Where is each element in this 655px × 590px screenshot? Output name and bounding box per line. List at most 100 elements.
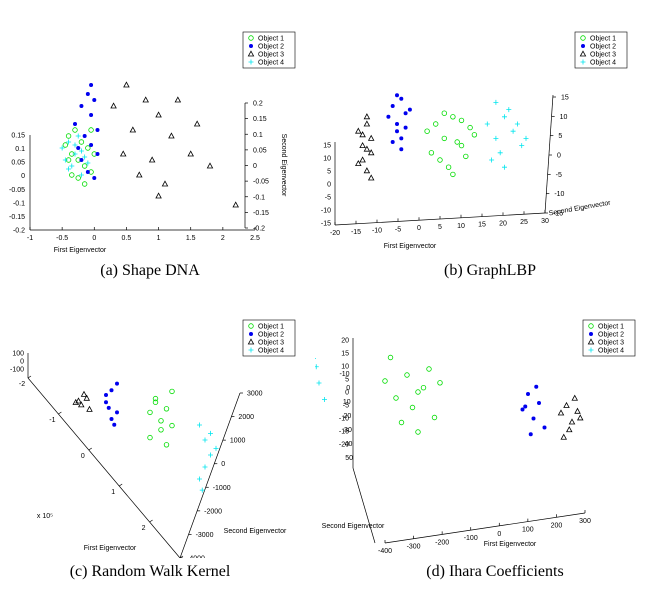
legend-label-4: Object 4 bbox=[258, 60, 284, 67]
y-tick-label-right: 0.15 bbox=[253, 116, 267, 123]
x-tick-label: 0 bbox=[92, 235, 96, 242]
data-point-object-1 bbox=[163, 406, 170, 412]
data-point-object-2 bbox=[106, 405, 111, 410]
data-point-object-3 bbox=[232, 201, 239, 208]
y-tick-label: -1000 bbox=[213, 485, 231, 492]
y-tick-label-left: 0.1 bbox=[15, 146, 25, 153]
data-point-object-2 bbox=[395, 129, 399, 134]
data-point-object-3 bbox=[359, 156, 366, 163]
y-tick-label-left: -15 bbox=[321, 221, 331, 228]
data-point-object-4 bbox=[66, 139, 72, 145]
y-axis-label: Second Eigenvector bbox=[224, 528, 287, 535]
y-tick-label-right: -0.15 bbox=[253, 210, 269, 217]
y-tick-label-left: 15 bbox=[323, 143, 331, 150]
x-tick-label: 1 bbox=[157, 235, 161, 242]
data-point-object-2 bbox=[95, 152, 100, 156]
data-point-object-3 bbox=[565, 426, 573, 433]
y-tick-label-left: 0 bbox=[21, 173, 25, 180]
y-tick-label: -4000 bbox=[187, 556, 205, 559]
x-axis-label: First Eigenvector bbox=[84, 545, 137, 552]
data-point-object-3 bbox=[574, 407, 581, 414]
legend-label-4: Object 4 bbox=[258, 348, 284, 355]
x-tick-label: 2.5 bbox=[250, 235, 260, 242]
x-tick-label: 2 bbox=[142, 525, 146, 532]
data-point-object-2 bbox=[112, 422, 117, 427]
data-point-object-2 bbox=[531, 416, 536, 421]
y-tick-label-left: -0.05 bbox=[9, 187, 25, 194]
data-point-object-3 bbox=[363, 120, 371, 127]
x-tick-label: 0 bbox=[81, 453, 85, 460]
data-point-object-3 bbox=[363, 145, 371, 152]
y-tick-label: 0 bbox=[221, 461, 225, 468]
x-tick-label: 10 bbox=[457, 223, 465, 230]
data-point-object-3 bbox=[86, 405, 93, 412]
data-point-object-1 bbox=[78, 139, 85, 145]
x-tick bbox=[88, 447, 92, 451]
data-point-object-1 bbox=[454, 139, 460, 145]
data-point-object-1 bbox=[404, 372, 410, 378]
legend-marker-1 bbox=[580, 35, 586, 41]
data-point-object-4 bbox=[78, 148, 84, 154]
y-tick-label: 10 bbox=[341, 364, 349, 371]
data-point-object-4 bbox=[202, 437, 208, 443]
legend-label-3: Object 3 bbox=[258, 340, 284, 347]
y-tick-label: -5 bbox=[343, 403, 349, 410]
x-tick-label: -200 bbox=[435, 539, 449, 546]
data-point-object-1 bbox=[398, 419, 405, 426]
data-point-object-4 bbox=[72, 151, 78, 157]
data-point-object-3 bbox=[193, 120, 201, 127]
chart-panel-shape-dna: -1 -0.5 0 0.5 1 1.5 2 2.5 First Eigenvector 0.15 0… bbox=[0, 30, 300, 255]
legend-marker-2 bbox=[249, 332, 253, 336]
y-tick-label-right: 0.1 bbox=[253, 132, 263, 139]
y-axis bbox=[179, 392, 241, 558]
data-point-object-3 bbox=[110, 102, 117, 109]
data-point-object-1 bbox=[428, 150, 435, 156]
data-point-object-1 bbox=[152, 395, 159, 402]
data-point-object-4 bbox=[59, 145, 65, 151]
data-point-object-4 bbox=[85, 160, 91, 166]
data-point-object-1 bbox=[441, 135, 447, 142]
z-tick-label: 100 bbox=[12, 351, 24, 358]
data-point-object-4 bbox=[315, 364, 319, 370]
data-point-object-1 bbox=[467, 124, 473, 131]
data-point-object-3 bbox=[155, 192, 162, 199]
z-tick-label: 10 bbox=[343, 399, 351, 406]
data-point-object-3 bbox=[359, 131, 366, 138]
z-tick-label: -10 bbox=[339, 371, 349, 378]
data-point-object-1 bbox=[458, 142, 465, 149]
legend-marker-3 bbox=[247, 338, 255, 345]
data-point-object-3 bbox=[72, 398, 80, 405]
x-tick-label: 2 bbox=[221, 235, 225, 242]
y-tick-label: -15 bbox=[339, 429, 349, 436]
x-axis bbox=[384, 512, 586, 544]
y-axis-label: Second Eigenvector bbox=[280, 134, 287, 197]
x-axis-label: First Eigenvector bbox=[484, 541, 537, 548]
data-point-object-3 bbox=[83, 394, 91, 401]
y-tick-label: -20 bbox=[339, 442, 349, 449]
data-point-object-2 bbox=[79, 158, 84, 162]
caption-b: (b) GraphLBP bbox=[444, 262, 536, 279]
y-tick-label-right: -10 bbox=[554, 191, 564, 198]
data-point-object-3 bbox=[560, 433, 568, 440]
data-point-object-1 bbox=[65, 133, 72, 139]
data-point-object-2 bbox=[534, 384, 539, 389]
x-tick bbox=[149, 519, 153, 523]
x-tick bbox=[58, 411, 62, 415]
y-tick-label: 5 bbox=[345, 377, 349, 384]
y-tick-label: 1000 bbox=[230, 438, 246, 445]
data-point-object-2 bbox=[537, 401, 541, 405]
x-tick-label: 5 bbox=[438, 224, 442, 231]
data-point-object-2 bbox=[403, 125, 408, 130]
x-tick-label: -5 bbox=[395, 226, 401, 233]
x-tick-label: -400 bbox=[378, 548, 392, 555]
legend-marker-4 bbox=[248, 59, 254, 65]
x-tick-label: 1.5 bbox=[186, 235, 196, 242]
data-point-object-3 bbox=[129, 126, 137, 133]
scatter-plot-shape-dna: -1 -0.5 0 0.5 1 1.5 2 2.5 First Eigenvector 0.15 0… bbox=[9, 31, 296, 254]
x-tick-label: 300 bbox=[579, 518, 591, 525]
legend-marker-3 bbox=[587, 338, 595, 345]
data-point-object-4 bbox=[523, 135, 529, 141]
data-point-object-4 bbox=[202, 464, 208, 470]
data-point-object-4 bbox=[199, 487, 205, 493]
y-tick-label-right: 0 bbox=[557, 153, 561, 160]
